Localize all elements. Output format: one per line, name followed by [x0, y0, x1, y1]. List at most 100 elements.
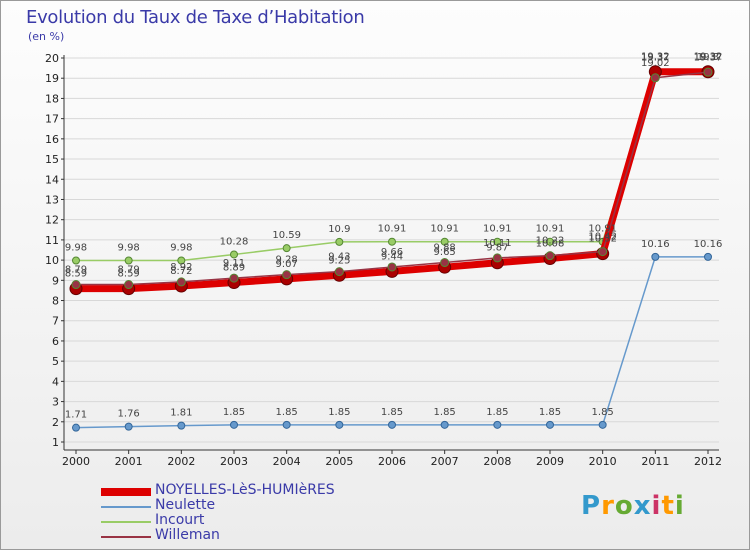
data-label: 8.72 [170, 266, 192, 277]
logo-letter: i [674, 491, 685, 521]
data-label: 10.22 [536, 236, 565, 247]
data-label: 10.91 [378, 224, 407, 235]
data-point [71, 280, 81, 290]
x-tick-label: 2009 [536, 455, 564, 468]
y-tick-label: 16 [45, 133, 59, 146]
data-point [546, 237, 554, 246]
data-label: 10.16 [694, 239, 723, 250]
data-label: 1.85 [486, 407, 508, 418]
data-label: 19.3 [697, 52, 719, 63]
legend-label: Neulette [155, 497, 216, 513]
data-point [230, 420, 238, 429]
data-label: 8.59 [65, 269, 87, 280]
data-label: 1.85 [223, 407, 245, 418]
legend-swatch-willeman [101, 536, 151, 538]
x-tick-label: 2007 [431, 455, 459, 468]
data-point [387, 262, 397, 272]
data-label: 8.59 [118, 269, 140, 280]
data-label: 19.02 [641, 58, 670, 69]
y-tick-label: 3 [52, 396, 59, 409]
data-point [493, 237, 502, 246]
data-label: 10.91 [588, 224, 617, 235]
data-label: 10.16 [641, 239, 670, 250]
x-tick-label: 2012 [694, 455, 722, 468]
data-point [124, 256, 133, 265]
y-tick-label: 10 [45, 254, 59, 267]
data-point [177, 421, 186, 430]
y-tick-label: 5 [52, 355, 59, 368]
data-point [282, 244, 291, 253]
data-point [282, 420, 291, 429]
data-label: 10.32 [588, 234, 617, 245]
data-point [493, 420, 502, 429]
y-tick-label: 9 [52, 274, 59, 287]
data-label: 19.32 [694, 52, 723, 63]
data-label: 1.81 [170, 408, 192, 419]
x-tick-label: 2008 [483, 455, 511, 468]
y-tick-label: 19 [45, 72, 59, 85]
data-label: 8.79 [118, 265, 140, 276]
legend-swatch-neulette [101, 506, 151, 508]
data-label: 8.79 [65, 265, 87, 276]
x-tick-label: 2010 [589, 455, 617, 468]
y-tick-label: 20 [45, 52, 59, 65]
data-label: 1.85 [381, 407, 403, 418]
data-point [72, 423, 80, 432]
data-point [124, 280, 134, 290]
data-point [651, 252, 660, 261]
data-point [176, 277, 186, 287]
x-tick-label: 2000 [62, 455, 90, 468]
legend-swatch-noyelles [101, 488, 151, 496]
y-tick-label: 7 [52, 315, 59, 328]
data-point [388, 420, 396, 429]
y-tick-label: 14 [45, 173, 59, 186]
data-point [230, 250, 238, 259]
data-point [703, 67, 713, 77]
y-tick-label: 6 [52, 335, 59, 348]
x-tick-label: 2011 [641, 455, 669, 468]
logo-letter: x [633, 491, 652, 521]
data-label: 1.85 [592, 407, 614, 418]
data-point [282, 270, 292, 280]
data-label: 1.71 [65, 410, 87, 421]
data-point [650, 73, 660, 83]
data-label: 1.85 [539, 407, 561, 418]
y-tick-label: 15 [45, 153, 59, 166]
legend-label: NOYELLES-LèS-HUMIèRES [155, 482, 335, 498]
data-label: 10.91 [536, 224, 565, 235]
data-label: 9.66 [381, 247, 403, 258]
x-tick-label: 2005 [325, 455, 353, 468]
data-point [546, 420, 554, 429]
data-label: 8.92 [170, 262, 192, 273]
data-label: 9.28 [276, 255, 298, 266]
data-label: 9.11 [223, 258, 245, 269]
data-label: 1.85 [276, 407, 298, 418]
data-point [334, 267, 344, 277]
data-label: 10.28 [220, 236, 249, 247]
logo-letter: o [614, 491, 634, 521]
data-point [598, 420, 607, 429]
data-label: 19.32 [641, 52, 670, 63]
data-point [545, 251, 555, 261]
data-point [124, 422, 133, 431]
x-tick-label: 2001 [115, 455, 143, 468]
data-label: 9.87 [486, 243, 508, 254]
logo-letter: i [651, 491, 662, 521]
data-label: 9.25 [328, 255, 350, 266]
x-tick-label: 2004 [273, 455, 301, 468]
logo-letter: t [661, 491, 675, 521]
data-label: 9.98 [118, 243, 140, 254]
data-point [229, 273, 239, 283]
y-tick-label: 13 [45, 193, 59, 206]
y-tick-label: 4 [52, 375, 59, 388]
data-label: 10.59 [272, 230, 301, 241]
data-label: 9.65 [434, 247, 456, 258]
x-tick-label: 2006 [378, 455, 406, 468]
logo-letter: P [581, 491, 602, 521]
data-point [598, 247, 608, 257]
y-tick-label: 2 [52, 416, 59, 429]
x-tick-label: 2002 [167, 455, 195, 468]
data-label: 1.76 [118, 409, 140, 420]
y-tick-label: 11 [45, 234, 59, 247]
y-tick-label: 8 [52, 295, 59, 308]
